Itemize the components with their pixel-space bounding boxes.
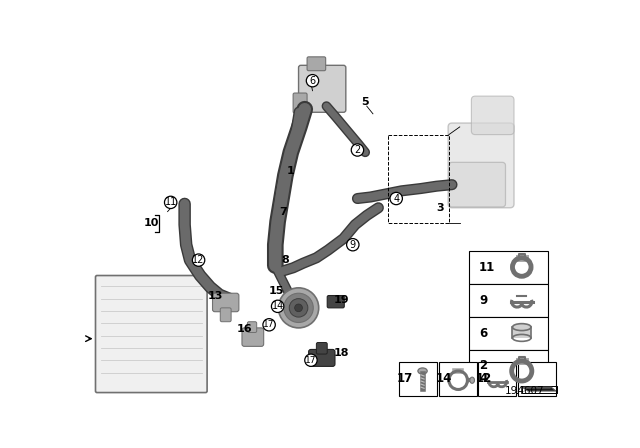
Text: 3: 3	[436, 203, 444, 213]
FancyBboxPatch shape	[469, 350, 548, 392]
FancyBboxPatch shape	[472, 96, 514, 134]
FancyBboxPatch shape	[448, 123, 514, 208]
FancyBboxPatch shape	[298, 65, 346, 112]
FancyBboxPatch shape	[518, 362, 556, 396]
Text: 5: 5	[362, 97, 369, 107]
FancyBboxPatch shape	[307, 57, 326, 71]
Ellipse shape	[513, 323, 531, 331]
Polygon shape	[524, 387, 556, 391]
FancyBboxPatch shape	[242, 328, 264, 346]
Circle shape	[294, 304, 303, 312]
FancyBboxPatch shape	[469, 317, 548, 350]
FancyBboxPatch shape	[316, 343, 327, 354]
FancyBboxPatch shape	[513, 327, 531, 338]
Text: 6: 6	[309, 76, 316, 86]
Text: 18: 18	[333, 348, 349, 358]
FancyBboxPatch shape	[399, 362, 437, 396]
Text: 4: 4	[393, 194, 399, 203]
Text: 9: 9	[479, 293, 488, 307]
Text: 17: 17	[263, 320, 275, 329]
Circle shape	[278, 288, 319, 328]
Circle shape	[263, 319, 275, 331]
FancyBboxPatch shape	[469, 284, 548, 317]
Text: 15: 15	[268, 286, 284, 296]
Circle shape	[289, 299, 308, 317]
FancyBboxPatch shape	[469, 251, 548, 284]
Text: 6: 6	[479, 327, 488, 340]
Circle shape	[164, 196, 177, 208]
Circle shape	[193, 254, 205, 266]
Text: 1: 1	[287, 166, 294, 176]
Text: 4: 4	[479, 372, 488, 385]
Circle shape	[271, 300, 284, 313]
FancyBboxPatch shape	[439, 362, 477, 396]
Text: 11: 11	[479, 261, 495, 274]
FancyBboxPatch shape	[478, 362, 516, 396]
Text: 8: 8	[282, 255, 289, 265]
Text: 19: 19	[334, 295, 350, 305]
Polygon shape	[522, 387, 551, 389]
Text: 9: 9	[349, 240, 356, 250]
Text: 12: 12	[476, 372, 492, 385]
Text: 12: 12	[193, 255, 205, 265]
FancyBboxPatch shape	[95, 276, 207, 392]
FancyBboxPatch shape	[220, 308, 231, 322]
Circle shape	[305, 354, 317, 366]
Circle shape	[284, 293, 313, 323]
FancyBboxPatch shape	[327, 296, 344, 308]
Text: 2: 2	[355, 145, 360, 155]
Text: 194607: 194607	[505, 386, 545, 396]
Text: 17: 17	[305, 356, 317, 365]
Text: 10: 10	[143, 218, 159, 228]
Circle shape	[347, 238, 359, 251]
Text: 14: 14	[436, 372, 452, 385]
Text: 2: 2	[479, 359, 487, 372]
FancyBboxPatch shape	[293, 93, 307, 113]
Text: 11: 11	[164, 198, 177, 207]
Ellipse shape	[470, 377, 474, 383]
Text: 14: 14	[271, 302, 284, 311]
Text: 17: 17	[397, 372, 413, 385]
Text: 7: 7	[279, 207, 287, 217]
Text: 13: 13	[208, 291, 223, 302]
Circle shape	[390, 192, 403, 205]
FancyBboxPatch shape	[449, 162, 506, 207]
FancyBboxPatch shape	[248, 322, 257, 332]
Ellipse shape	[418, 368, 428, 374]
FancyBboxPatch shape	[308, 349, 335, 366]
Circle shape	[351, 144, 364, 156]
Circle shape	[307, 74, 319, 87]
Text: 16: 16	[237, 324, 252, 334]
FancyBboxPatch shape	[212, 293, 239, 312]
